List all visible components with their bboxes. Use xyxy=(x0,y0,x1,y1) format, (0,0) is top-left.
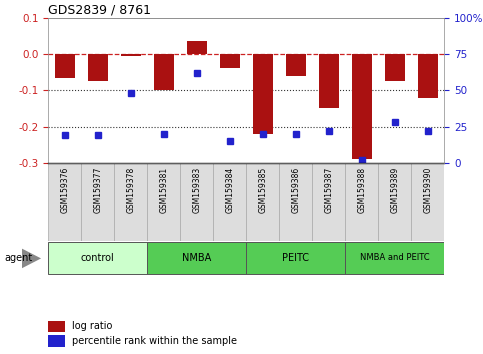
Text: GSM159381: GSM159381 xyxy=(159,167,168,213)
Bar xyxy=(246,242,345,274)
Bar xyxy=(345,242,444,274)
Text: GSM159385: GSM159385 xyxy=(258,167,267,213)
Text: GDS2839 / 8761: GDS2839 / 8761 xyxy=(48,4,151,17)
Text: NMBA and PEITC: NMBA and PEITC xyxy=(360,253,430,262)
Bar xyxy=(246,163,279,241)
Text: GSM159378: GSM159378 xyxy=(127,167,135,213)
Bar xyxy=(352,54,372,159)
Text: GSM159389: GSM159389 xyxy=(390,167,399,213)
Bar xyxy=(81,163,114,241)
Bar xyxy=(180,163,213,241)
Bar xyxy=(345,163,378,241)
Text: GSM159383: GSM159383 xyxy=(192,167,201,213)
Bar xyxy=(313,163,345,241)
Bar xyxy=(48,163,81,241)
Bar xyxy=(48,242,147,274)
Text: control: control xyxy=(81,253,114,263)
Bar xyxy=(114,163,147,241)
Text: agent: agent xyxy=(5,253,33,263)
Text: percentile rank within the sample: percentile rank within the sample xyxy=(72,336,237,346)
Bar xyxy=(220,54,240,69)
Bar xyxy=(187,41,207,54)
Text: GSM159384: GSM159384 xyxy=(226,167,234,213)
Bar xyxy=(319,54,339,108)
Text: NMBA: NMBA xyxy=(182,253,212,263)
Bar xyxy=(213,163,246,241)
Text: GSM159386: GSM159386 xyxy=(291,167,300,213)
Bar xyxy=(253,54,273,134)
Bar xyxy=(378,163,412,241)
Polygon shape xyxy=(22,249,41,268)
Bar xyxy=(55,54,75,78)
Bar xyxy=(147,163,180,241)
Text: log ratio: log ratio xyxy=(72,321,112,331)
Text: GSM159388: GSM159388 xyxy=(357,167,366,213)
Bar xyxy=(147,242,246,274)
Bar xyxy=(154,54,174,90)
Text: GSM159390: GSM159390 xyxy=(424,167,432,213)
Bar xyxy=(279,163,313,241)
Text: PEITC: PEITC xyxy=(283,253,309,263)
Bar xyxy=(48,320,65,332)
Text: GSM159376: GSM159376 xyxy=(60,167,69,213)
Text: GSM159377: GSM159377 xyxy=(93,167,102,213)
Bar xyxy=(385,54,405,81)
Bar xyxy=(418,54,438,97)
Bar xyxy=(88,54,108,81)
Text: GSM159387: GSM159387 xyxy=(325,167,333,213)
Bar xyxy=(48,336,65,347)
Bar xyxy=(121,54,141,56)
Bar xyxy=(412,163,444,241)
Bar xyxy=(286,54,306,76)
